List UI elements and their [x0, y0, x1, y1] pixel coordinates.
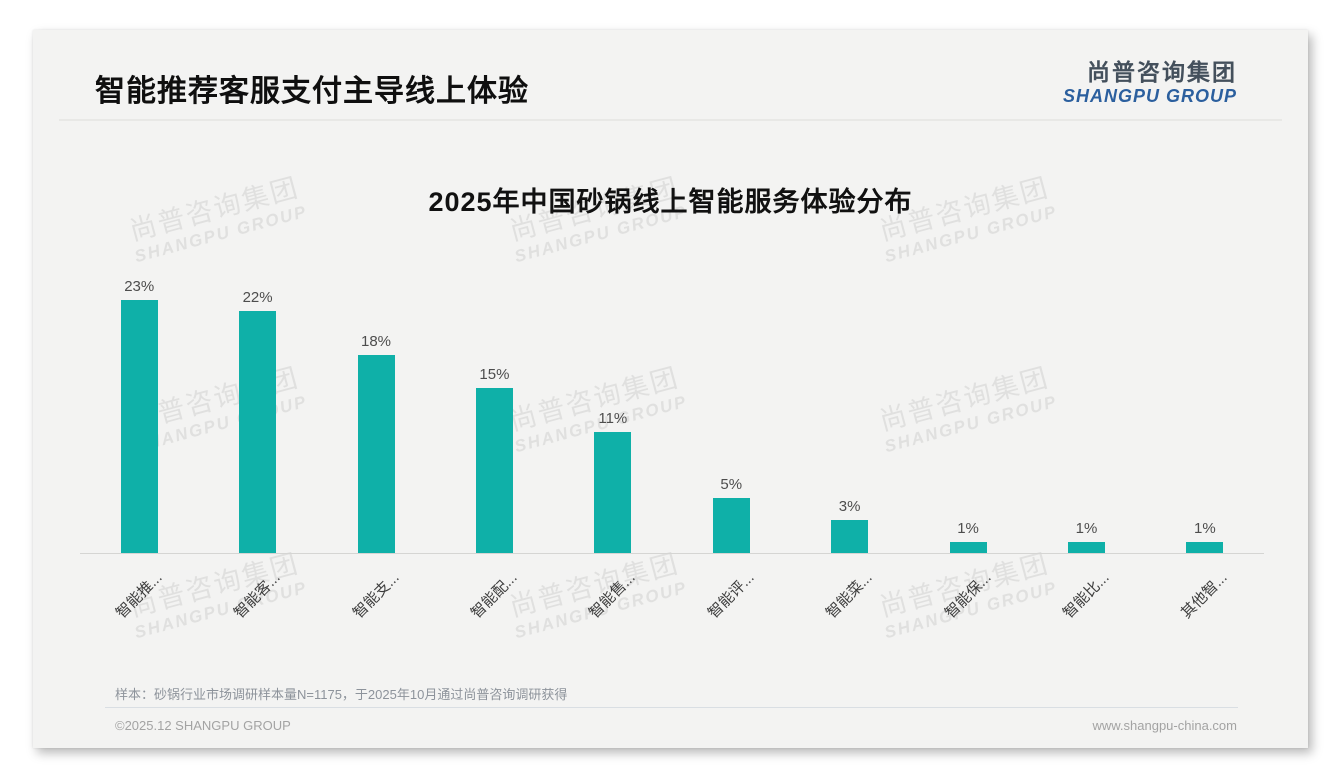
- x-axis-label: 智能配...: [467, 569, 521, 622]
- page-title: 智能推荐客服支付主导线上体验: [95, 75, 529, 108]
- chart-title: 2025年中国砂锅线上智能服务体验分布: [428, 187, 913, 217]
- bar: [594, 432, 632, 553]
- bar-value-label: 1%: [1075, 520, 1098, 537]
- x-axis-label: 智能评...: [704, 569, 758, 622]
- x-axis-label: 智能售...: [586, 569, 639, 622]
- bar-slot: 23% 智能推...: [80, 273, 198, 622]
- bar-value-label: 23%: [124, 278, 155, 295]
- bar: [831, 520, 869, 553]
- x-axis-label: 智能支...: [349, 569, 403, 622]
- bar-slot: 11% 智能售...: [554, 273, 672, 622]
- bar-slot: 3% 智能菜...: [790, 273, 908, 622]
- bar-slot: 15% 智能配...: [435, 273, 553, 622]
- footer-divider: [105, 707, 1238, 708]
- bar: [1067, 542, 1105, 553]
- logo-chinese-text: 尚普咨询集团: [1087, 59, 1237, 85]
- bar: [120, 300, 158, 553]
- x-axis-label: 其他智...: [1178, 569, 1232, 622]
- report-slide: 尚普咨询集团 SHANGPU GROUP 尚普咨询集团 SHANGPU GROUP 尚普…: [33, 30, 1308, 748]
- company-logo: 尚普咨询集团 SHANGPU GROUP: [1062, 59, 1237, 107]
- bar-value-label: 11%: [598, 410, 628, 427]
- x-axis-label: 智能比...: [1059, 569, 1113, 622]
- bar-value-label: 5%: [720, 476, 743, 493]
- footer-website: www.shangpu-china.com: [1092, 718, 1237, 733]
- footer-copyright: ©2025.12 SHANGPU GROUP: [115, 718, 291, 733]
- bar-plot: 23% 智能推... 22% 智能客... 18% 智能支... 15% 智能配... 11% 智…: [80, 273, 1264, 622]
- bar: [949, 542, 987, 553]
- bar: [712, 498, 750, 553]
- bar-value-label: 1%: [957, 520, 979, 537]
- bar-slot: 18% 智能支...: [317, 273, 435, 622]
- x-axis-label: 智能客...: [231, 569, 284, 622]
- bar-slot: 1% 智能保...: [909, 273, 1027, 622]
- bar-slot: 22% 智能客...: [198, 273, 316, 622]
- sample-note: 样本：砂锅行业市场调研样本量N=1175，于2025年10月通过尚普咨询调研获得: [115, 687, 568, 702]
- bar: [475, 388, 513, 553]
- bar-value-label: 18%: [361, 333, 392, 350]
- x-axis-label: 智能菜...: [823, 569, 876, 622]
- bar-slot: 1% 其他智...: [1146, 273, 1264, 622]
- bar-value-label: 22%: [242, 289, 273, 306]
- title-divider: [59, 119, 1282, 121]
- bar-slot: 1% 智能比...: [1027, 273, 1145, 622]
- bar-value-label: 1%: [1194, 520, 1216, 537]
- bar: [1186, 542, 1224, 553]
- bar-slot: 5% 智能评...: [672, 273, 790, 622]
- bar: [239, 311, 277, 553]
- logo-english-text: SHANGPU GROUP: [1062, 86, 1237, 107]
- bar-value-label: 3%: [838, 498, 861, 515]
- bar-value-label: 15%: [479, 366, 510, 383]
- x-axis-label: 智能保...: [941, 569, 995, 622]
- bar: [357, 355, 395, 553]
- slide-content: 智能推荐客服支付主导线上体验 尚普咨询集团 SHANGPU GROUP 2025…: [33, 30, 1308, 748]
- x-axis-label: 智能推...: [112, 569, 166, 622]
